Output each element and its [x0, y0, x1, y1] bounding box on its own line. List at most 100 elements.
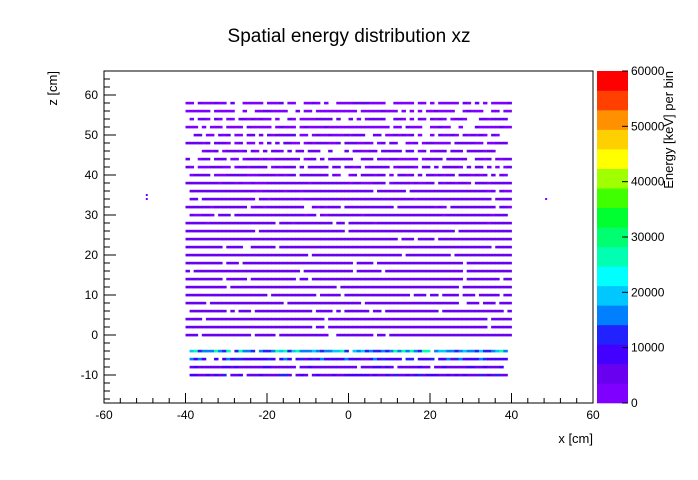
heatmap-cell	[193, 141, 199, 145]
heatmap-cell	[324, 197, 329, 201]
heatmap-cell	[332, 253, 337, 257]
heatmap-cell	[438, 277, 443, 281]
heatmap-cell	[226, 133, 231, 137]
heatmap-cell	[401, 277, 406, 281]
heatmap-cell	[401, 373, 406, 377]
heatmap-cell	[238, 237, 243, 241]
heatmap-cell	[295, 357, 300, 361]
heatmap-cell	[385, 317, 390, 321]
heatmap-cell	[462, 133, 468, 137]
heatmap-cell	[299, 205, 305, 209]
heatmap-cell	[319, 157, 325, 161]
heatmap-cell	[287, 125, 292, 129]
heatmap-cell	[348, 141, 353, 145]
heatmap-cell	[397, 357, 402, 361]
heatmap-cell	[470, 317, 476, 321]
heatmap-cell	[189, 101, 195, 105]
heatmap-cell	[401, 325, 406, 329]
heatmap-cell	[205, 141, 211, 145]
heatmap-cell	[446, 165, 451, 169]
heatmap-cell	[405, 141, 411, 145]
heatmap-cell	[324, 109, 329, 113]
heatmap-cell	[238, 269, 243, 273]
heatmap-cell	[336, 181, 341, 185]
heatmap-cell	[352, 213, 358, 217]
heatmap-cell	[315, 117, 321, 121]
heatmap-cell	[425, 109, 431, 113]
heatmap-cell	[230, 157, 235, 161]
heatmap-cell	[368, 149, 374, 153]
y-tick-label: 40	[85, 168, 99, 182]
heatmap-cell	[185, 285, 190, 289]
heatmap-cell	[409, 373, 415, 377]
heatmap-cell	[413, 197, 419, 201]
heatmap-cell	[311, 245, 317, 249]
heatmap-cell	[425, 221, 431, 225]
heatmap-cell	[311, 229, 317, 233]
heatmap-cell	[442, 189, 447, 193]
heatmap-cell	[409, 109, 415, 113]
heatmap-cell	[409, 165, 415, 169]
heatmap-cell	[474, 229, 480, 233]
heatmap-cell	[393, 165, 398, 169]
heatmap-cell	[450, 245, 455, 249]
heatmap-cell	[385, 205, 390, 209]
heatmap-cell	[222, 141, 227, 145]
heatmap-cell	[434, 253, 439, 257]
heatmap-cell	[413, 141, 419, 145]
heatmap-cell	[344, 181, 349, 185]
heatmap-cell	[470, 253, 476, 257]
heatmap-cell	[246, 173, 252, 177]
heatmap-cell	[499, 301, 504, 305]
heatmap-cell	[201, 117, 207, 121]
heatmap-cell	[421, 317, 427, 321]
heatmap-cell	[372, 125, 378, 129]
heatmap-cell	[425, 157, 431, 161]
heatmap-cell	[222, 213, 227, 217]
heatmap-cell	[197, 293, 203, 297]
heatmap-cell	[238, 125, 243, 129]
heatmap-cell	[434, 229, 439, 233]
heatmap-cell	[442, 277, 447, 281]
heatmap-cell	[442, 237, 447, 241]
heatmap-cell	[413, 301, 419, 305]
y-tick-label: 60	[85, 88, 99, 102]
heatmap-cell	[336, 125, 341, 129]
heatmap-cell	[319, 133, 325, 137]
heatmap-cell	[425, 269, 431, 273]
heatmap-cell	[242, 149, 248, 153]
heatmap-cell	[242, 165, 248, 169]
heatmap-cell	[425, 245, 431, 249]
heatmap-cell	[222, 133, 227, 137]
heatmap-cell	[189, 293, 195, 297]
heatmap-cell	[328, 301, 333, 305]
heatmap-cell	[446, 173, 451, 177]
heatmap-cell	[283, 325, 288, 329]
heatmap-cell	[205, 181, 211, 185]
heatmap-cell	[450, 149, 455, 153]
heatmap-cell	[287, 181, 292, 185]
heatmap-cell	[450, 261, 455, 265]
heatmap-cell	[348, 285, 353, 289]
heatmap-cell	[405, 133, 411, 137]
heatmap-cell	[413, 245, 419, 249]
heatmap-cell	[193, 293, 199, 297]
heatmap-cell	[454, 325, 459, 329]
heatmap-cell	[381, 101, 386, 105]
heatmap-cell	[356, 101, 362, 105]
heatmap-cell	[303, 109, 309, 113]
heatmap-cell	[368, 317, 374, 321]
heatmap-cell	[438, 333, 443, 337]
heatmap-cell	[372, 181, 378, 185]
heatmap-cell	[503, 165, 508, 169]
heatmap-cell	[287, 373, 292, 377]
heatmap-cell	[234, 373, 239, 377]
heatmap-cell	[381, 141, 386, 145]
heatmap-cell	[205, 237, 211, 241]
heatmap-cell	[267, 197, 272, 201]
heatmap-cell	[499, 197, 504, 201]
heatmap-cell	[267, 101, 272, 105]
heatmap-cell	[262, 165, 268, 169]
heatmap-cell	[381, 293, 386, 297]
heatmap-cell	[246, 165, 252, 169]
